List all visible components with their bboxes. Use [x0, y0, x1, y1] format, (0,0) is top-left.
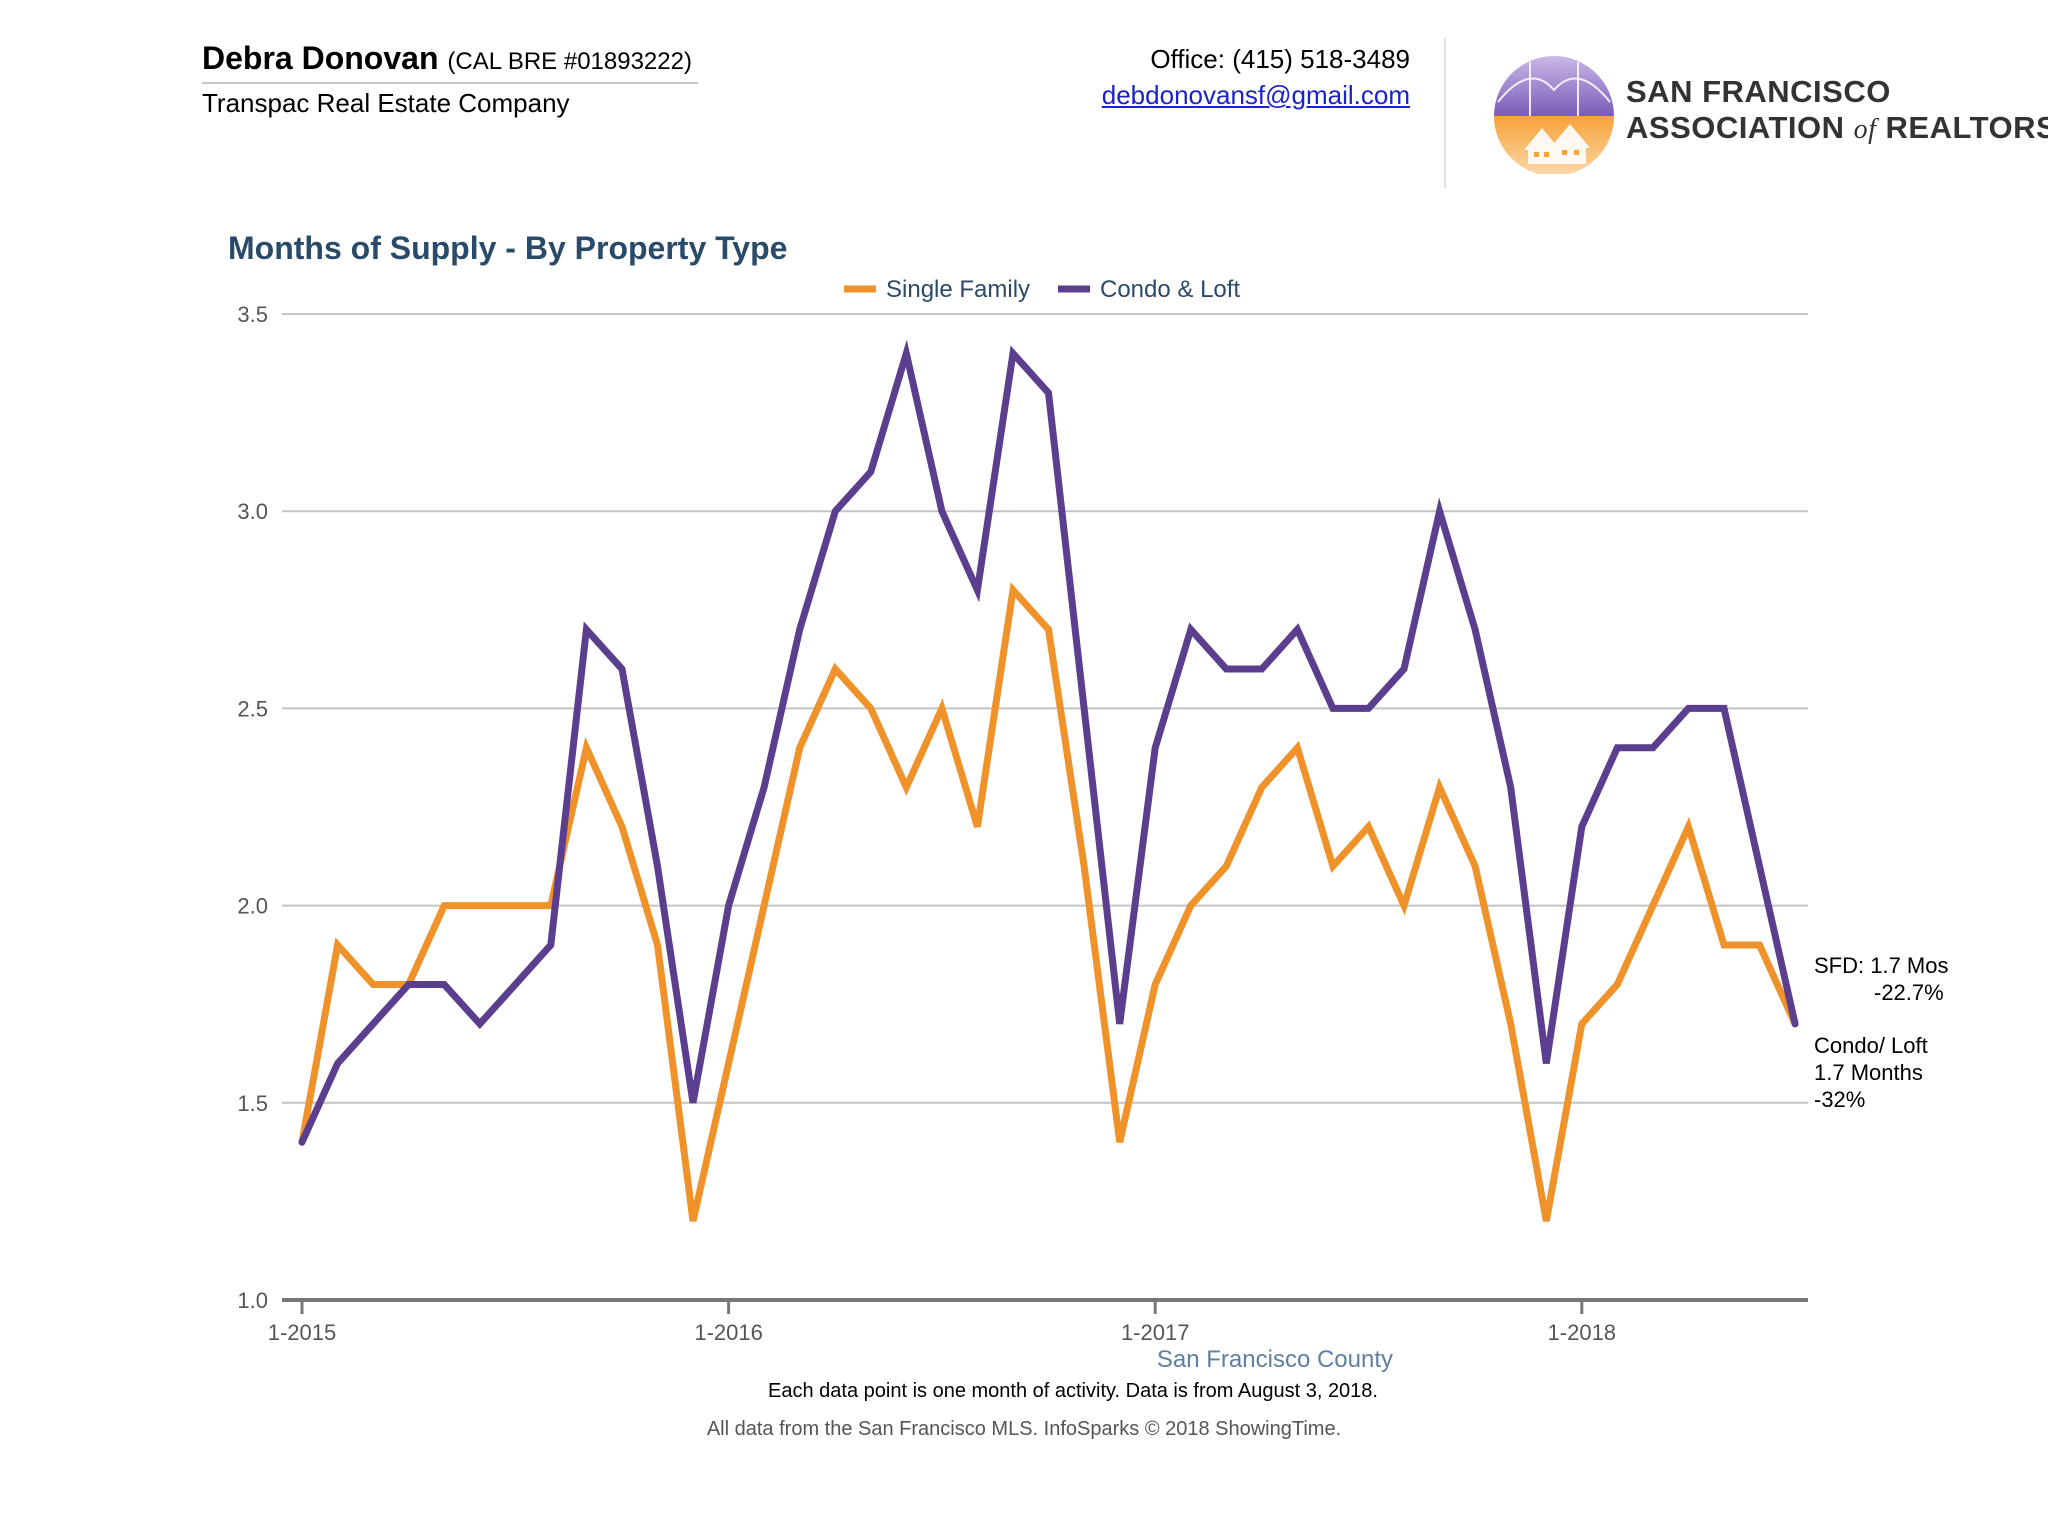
- logo-text-line2: ASSOCIATION of REALTORS®: [1626, 110, 2048, 146]
- x-tick-label: 1-2015: [268, 1320, 337, 1345]
- y-axis-labels: 1.0 1.5 2.0 2.5 3.0 3.5: [237, 302, 268, 1313]
- office-phone: Office: (415) 518-3489: [1150, 44, 1410, 74]
- series-line-condo-loft: [298, 339, 1799, 1146]
- y-tick-label: 1.0: [237, 1288, 268, 1313]
- legend-label: Single Family: [886, 276, 1030, 303]
- annotation-sfd-value: SFD: 1.7 Mos: [1814, 953, 1949, 978]
- y-tick-label: 3.0: [237, 499, 268, 524]
- annotation-condo: Condo/ Loft 1.7 Months -32%: [1814, 1032, 1928, 1113]
- annotation-sfd: SFD: 1.7 Mos -22.7%: [1814, 952, 1948, 1006]
- x-tick-label: 1-2017: [1121, 1320, 1190, 1345]
- header-underline: [202, 82, 698, 84]
- agent-license: (CAL BRE #01893222): [447, 48, 692, 75]
- region-label: San Francisco County: [1156, 1346, 1393, 1373]
- annotation-sfd-change: -22.7%: [1874, 980, 1944, 1005]
- agent-name-text: Debra Donovan: [202, 40, 439, 76]
- logo-text-of: of: [1853, 114, 1877, 145]
- logo-text-association: ASSOCIATION: [1626, 110, 1845, 145]
- series-line-single-family: [298, 582, 1799, 1222]
- y-tick-label: 2.0: [237, 894, 268, 919]
- x-axis: 1-2015 1-2016 1-2017 1-2018: [268, 1298, 1808, 1345]
- legend: Single Family Condo & Loft: [844, 276, 1240, 303]
- chart-title: Months of Supply - By Property Type: [228, 230, 788, 266]
- agent-company: Transpac Real Estate Company: [202, 88, 570, 118]
- y-tick-label: 2.5: [237, 696, 268, 721]
- data-source: All data from the San Francisco MLS. Inf…: [706, 1418, 1342, 1440]
- x-tick-label: 1-2018: [1548, 1320, 1617, 1345]
- legend-label: Condo & Loft: [1100, 276, 1240, 303]
- logo-text-line1: SAN FRANCISCO: [1626, 74, 1891, 109]
- logo-text-realtors: REALTORS: [1885, 110, 2048, 145]
- x-tick-label: 1-2016: [694, 1320, 763, 1345]
- header-divider: [1444, 38, 1446, 188]
- email-link[interactable]: debdonovansf@gmail.com: [1101, 80, 1410, 110]
- annotation-condo-title: Condo/ Loft: [1814, 1033, 1928, 1058]
- grid-lines: [282, 313, 1808, 1104]
- data-note: Each data point is one month of activity…: [768, 1380, 1378, 1402]
- annotation-condo-change: -32%: [1814, 1087, 1866, 1112]
- annotation-condo-value: 1.7 Months: [1814, 1060, 1923, 1085]
- sfar-logo: [1494, 56, 1614, 174]
- agent-name: Debra Donovan (CAL BRE #01893222): [202, 40, 692, 77]
- y-tick-label: 1.5: [237, 1091, 268, 1116]
- y-tick-label: 3.5: [237, 302, 268, 327]
- series-lines: [298, 339, 1799, 1222]
